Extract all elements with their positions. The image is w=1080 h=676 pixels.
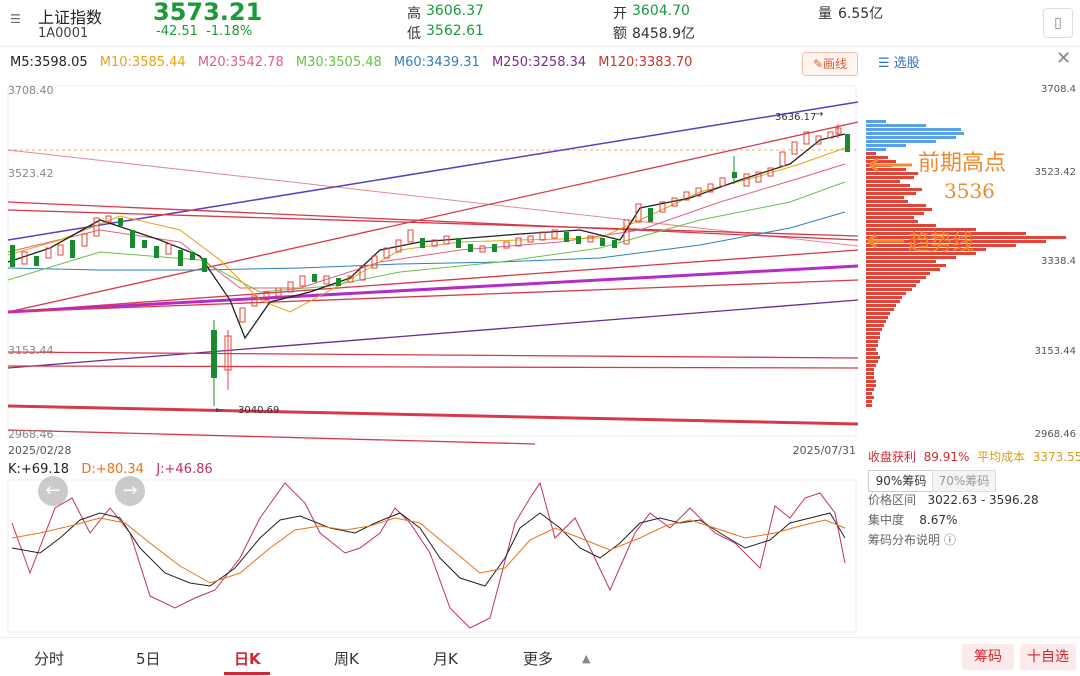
kline-chart[interactable]: 3708.40 3523.42 3153.44 2968.46 3636.17 …	[0, 80, 862, 460]
tab-90-chips[interactable]: 90%筹码	[868, 470, 934, 492]
high-marker: 3636.17	[775, 112, 816, 123]
annotation-note3: 趋势线	[908, 231, 974, 256]
add-watchlist-button[interactable]: 十自选	[1020, 644, 1076, 670]
tab-70-chips[interactable]: 70%筹码	[932, 470, 996, 492]
tab-weekly-k[interactable]: 周K	[334, 650, 359, 668]
ma-legend: M5:3598.05 M10:3585.44 M20:3542.78 M30:3…	[10, 55, 700, 70]
index-code: 1A0001	[38, 26, 89, 41]
draw-line-button[interactable]: ✎画线	[802, 52, 858, 76]
chip-axis-top: 3708.4	[1041, 84, 1076, 95]
handwritten-annotations: 前期高点 3536 趋势线	[867, 151, 1006, 256]
chip-axis-mid2: 3338.4	[1041, 256, 1076, 267]
chips-button[interactable]: 筹码	[962, 644, 1014, 670]
ma5-label: M5:3598.05	[10, 55, 88, 70]
close-icon[interactable]: ✕	[1056, 48, 1072, 69]
kdj-legend: K:+69.18 D:+80.34 J:+46.86	[8, 462, 213, 477]
kdj-j: J:+46.86	[156, 462, 213, 477]
profit-row: 收盘获利 89.91% 平均成本 3373.55	[868, 450, 1080, 464]
low-arrow: ←	[215, 405, 223, 416]
amount-label: 额	[613, 26, 627, 42]
concentration-row: 集中度 8.67%	[868, 513, 958, 527]
date-start: 2025/02/28	[8, 444, 71, 457]
kdj-d: D:+80.34	[81, 462, 144, 477]
chart-next-button[interactable]: →	[115, 476, 145, 506]
chip-bars-blue	[866, 120, 964, 151]
price-change: -42.51 -1.18%	[156, 24, 253, 39]
high-label: 高	[407, 6, 421, 22]
tab-intraday[interactable]: 分时	[34, 650, 65, 668]
high-value: 3606.37	[426, 3, 484, 19]
side-panel-header: ☰ 选股 ✕	[868, 48, 1080, 72]
chip-axis-mid3: 3153.44	[1035, 346, 1076, 357]
chip-axis-bottom: 2968.46	[1035, 429, 1076, 440]
ma30-label: M30:3505.48	[295, 55, 382, 70]
ma250-label: M250:3258.34	[491, 55, 587, 70]
chip-explain-link[interactable]: 筹码分布说明 ⓘ	[868, 533, 956, 547]
tab-daily-k[interactable]: 日K	[234, 650, 261, 668]
select-stock-link[interactable]: ☰ 选股	[878, 56, 920, 71]
volume-label: 量	[818, 6, 832, 22]
annotation-note2: 3536	[944, 179, 995, 203]
tab-monthly-k[interactable]: 月K	[433, 650, 458, 668]
ma60-label: M60:3439.31	[393, 55, 480, 70]
kdj-k: K:+69.18	[8, 462, 70, 477]
low-value: 3562.61	[426, 23, 484, 39]
date-end: 2025/07/31	[793, 444, 856, 457]
ma120-label: M120:3383.70	[598, 55, 693, 70]
range-row: 价格区间 3022.63 - 3596.28	[868, 493, 1039, 507]
caret-up-icon[interactable]: ▲	[582, 652, 591, 665]
current-price: 3573.21	[153, 0, 263, 26]
open-label: 开	[613, 6, 627, 22]
bottom-tab-bar: 分时 5日 日K 周K 月K 更多 ▲	[0, 637, 1080, 676]
active-tab-indicator	[224, 672, 270, 675]
index-name: 上证指数	[38, 8, 103, 27]
high-arrow: →	[815, 109, 823, 120]
volume-value: 6.55亿	[838, 6, 884, 22]
amount-value: 8458.9亿	[632, 26, 695, 42]
y-axis-mid1: 3523.42	[8, 167, 54, 180]
y-axis-mid2: 3153.44	[8, 344, 54, 357]
low-label: 低	[407, 26, 421, 42]
candles	[10, 124, 850, 406]
kdj-chart[interactable]	[0, 478, 860, 634]
ma10-label: M10:3585.44	[99, 55, 186, 70]
chip-axis-mid1: 3523.42	[1035, 167, 1076, 178]
annotation-note1: 前期高点	[918, 151, 1006, 176]
tab-5day[interactable]: 5日	[136, 650, 161, 668]
quote-header: ☰ 上证指数 1A0001 3573.21 -42.51 -1.18% 高 36…	[0, 0, 1080, 47]
open-value: 3604.70	[632, 3, 690, 19]
chip-bars-red	[866, 152, 1066, 407]
phone-icon[interactable]: ▯	[1043, 8, 1073, 38]
tab-more[interactable]: 更多	[523, 650, 554, 668]
chart-prev-button[interactable]: ←	[38, 476, 68, 506]
chip-distribution-chart: 3708.4 3523.42 3338.4 3153.44 2968.46	[866, 84, 1076, 440]
y-axis-bottom: 2968.46	[8, 428, 54, 441]
menu-icon[interactable]: ☰	[10, 12, 21, 26]
y-axis-top: 3708.40	[8, 84, 54, 97]
ma20-label: M20:3542.78	[197, 55, 284, 70]
low-marker: 3040.69	[238, 405, 279, 416]
